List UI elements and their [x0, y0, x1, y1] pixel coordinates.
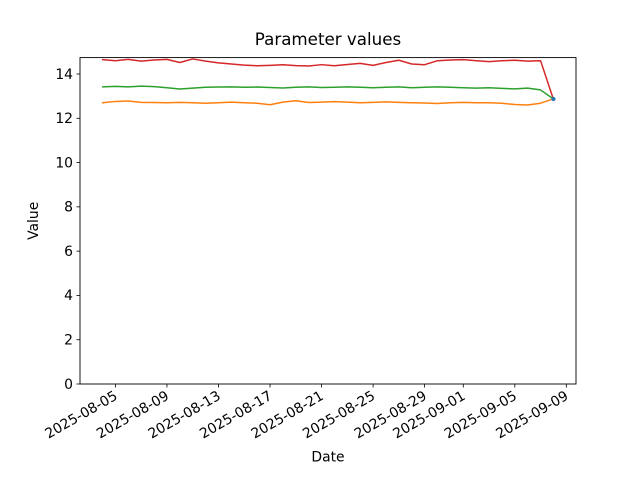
series-orange-line — [101, 98, 555, 106]
chart-title: Parameter values — [255, 29, 401, 49]
axes-spines — [79, 57, 577, 385]
series-red-line — [101, 58, 555, 101]
y-tick-label: 8 — [64, 200, 73, 216]
x-axis-label: Date — [311, 450, 344, 466]
series-green-line — [101, 85, 555, 100]
y-tick-label: 2 — [64, 333, 73, 349]
y-tick-label: 10 — [55, 155, 73, 171]
y-tick-label: 12 — [55, 111, 73, 127]
y-tick-label: 4 — [64, 288, 73, 304]
y-axis-label: Value — [26, 202, 42, 240]
end-marker-dot — [551, 96, 556, 102]
y-tick-label: 14 — [55, 67, 73, 83]
y-tick-label: 0 — [64, 377, 73, 393]
y-tick-label: 6 — [64, 244, 73, 260]
plot-area: 024681012142025-08-052025-08-092025-08-1… — [43, 57, 577, 442]
